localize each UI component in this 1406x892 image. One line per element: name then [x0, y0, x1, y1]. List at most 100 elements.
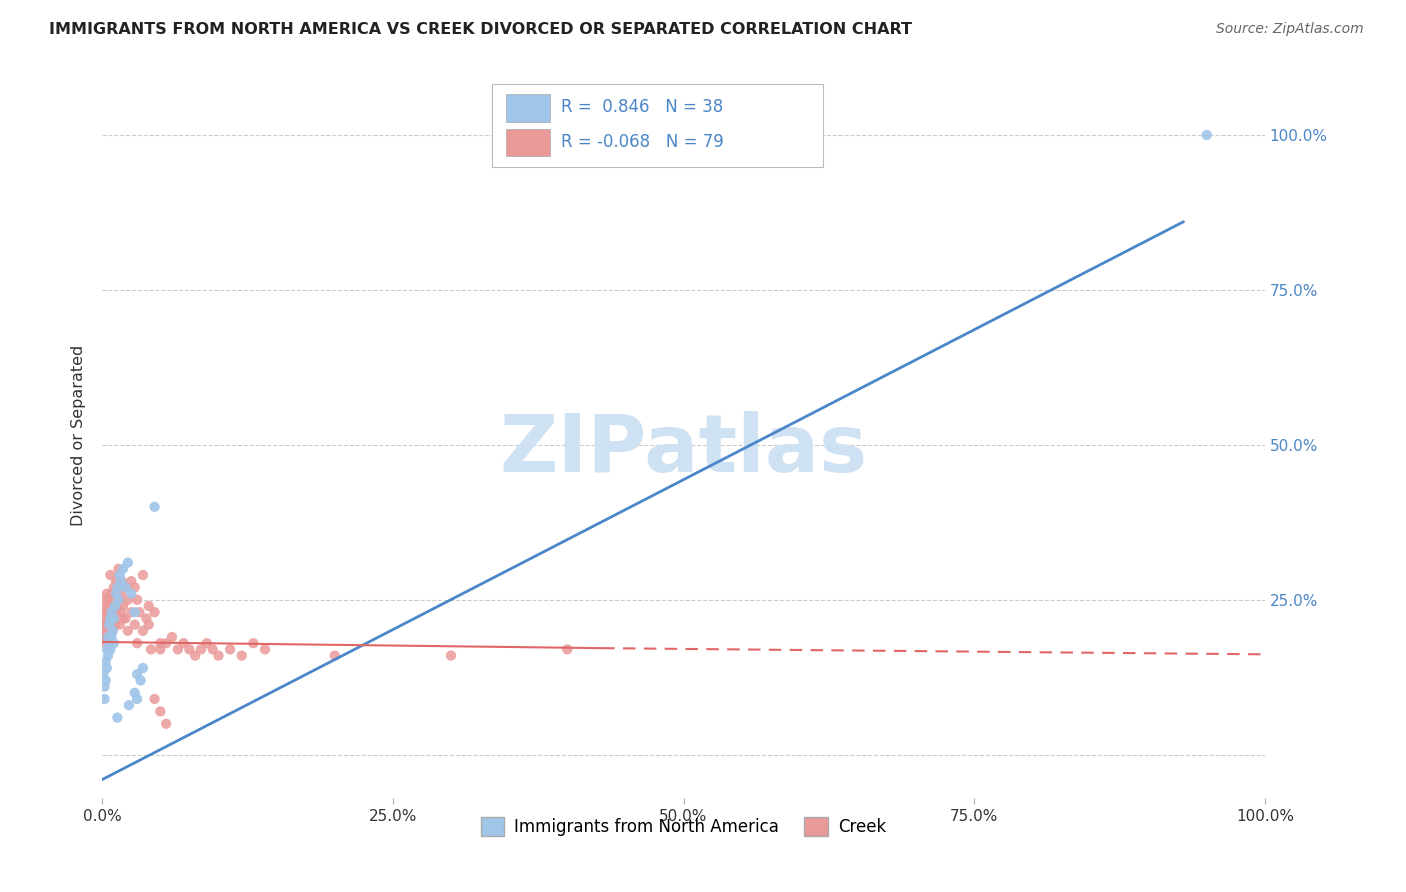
Point	[132, 624, 155, 638]
Point	[97, 605, 120, 619]
Point	[143, 692, 166, 706]
Point	[108, 592, 131, 607]
Point	[555, 642, 578, 657]
Point	[105, 599, 128, 613]
Point	[242, 636, 264, 650]
Point	[107, 592, 129, 607]
Text: Source: ZipAtlas.com: Source: ZipAtlas.com	[1216, 22, 1364, 37]
Point	[114, 611, 136, 625]
Point	[117, 556, 139, 570]
Point	[127, 636, 149, 650]
Point	[110, 574, 132, 589]
Point	[93, 667, 115, 681]
Point	[120, 605, 142, 619]
Point	[143, 500, 166, 514]
Text: R = -0.068   N = 79: R = -0.068 N = 79	[561, 133, 724, 151]
Point	[105, 605, 128, 619]
Point	[94, 655, 117, 669]
Point	[127, 692, 149, 706]
Point	[97, 648, 120, 663]
Point	[440, 648, 463, 663]
Point	[112, 599, 135, 613]
Point	[100, 605, 122, 619]
Point	[98, 611, 121, 625]
Point	[120, 574, 142, 589]
Point	[149, 636, 172, 650]
Point	[93, 630, 115, 644]
Point	[127, 667, 149, 681]
Point	[155, 636, 177, 650]
Point	[207, 648, 229, 663]
Point	[124, 605, 146, 619]
Point	[110, 586, 132, 600]
Point	[143, 605, 166, 619]
Point	[253, 642, 276, 657]
Point	[94, 673, 117, 688]
Point	[112, 562, 135, 576]
Point	[101, 624, 124, 638]
Point	[97, 630, 120, 644]
Point	[104, 599, 127, 613]
Point	[96, 617, 118, 632]
Point	[101, 599, 124, 613]
Point	[1195, 128, 1218, 142]
Point	[93, 605, 115, 619]
Point	[94, 611, 117, 625]
Point	[101, 624, 124, 638]
Point	[135, 611, 157, 625]
Point	[184, 648, 207, 663]
Point	[114, 581, 136, 595]
Point	[98, 617, 121, 632]
Point	[124, 581, 146, 595]
Point	[179, 642, 201, 657]
Point	[103, 636, 125, 650]
Text: R =  0.846   N = 38: R = 0.846 N = 38	[561, 98, 724, 116]
Point	[114, 581, 136, 595]
Text: ZIPatlas: ZIPatlas	[499, 411, 868, 489]
Point	[132, 568, 155, 582]
Point	[96, 661, 118, 675]
FancyBboxPatch shape	[506, 128, 550, 156]
Point	[219, 642, 242, 657]
Point	[105, 586, 128, 600]
Point	[173, 636, 195, 650]
FancyBboxPatch shape	[492, 84, 823, 168]
Point	[110, 605, 132, 619]
Point	[166, 642, 188, 657]
Point	[155, 716, 177, 731]
Point	[104, 617, 127, 632]
Point	[107, 562, 129, 576]
Point	[132, 661, 155, 675]
Y-axis label: Divorced or Separated: Divorced or Separated	[72, 345, 86, 526]
Point	[93, 680, 115, 694]
Point	[139, 642, 162, 657]
Point	[96, 642, 118, 657]
Point	[120, 586, 142, 600]
Point	[94, 630, 117, 644]
Point	[103, 611, 125, 625]
Point	[98, 568, 121, 582]
Point	[100, 630, 122, 644]
Point	[117, 592, 139, 607]
Point	[160, 630, 183, 644]
Point	[103, 581, 125, 595]
Point	[100, 586, 122, 600]
Point	[108, 568, 131, 582]
Point	[93, 692, 115, 706]
Point	[118, 698, 141, 713]
Point	[138, 599, 160, 613]
Point	[117, 624, 139, 638]
Point	[93, 624, 115, 638]
Point	[112, 611, 135, 625]
Point	[149, 642, 172, 657]
Point	[107, 581, 129, 595]
FancyBboxPatch shape	[506, 94, 550, 121]
Point	[98, 599, 121, 613]
Point	[105, 574, 128, 589]
Point	[149, 704, 172, 718]
Point	[103, 611, 125, 625]
Point	[195, 636, 218, 650]
Point	[105, 586, 128, 600]
Point	[127, 592, 149, 607]
Point	[129, 673, 152, 688]
